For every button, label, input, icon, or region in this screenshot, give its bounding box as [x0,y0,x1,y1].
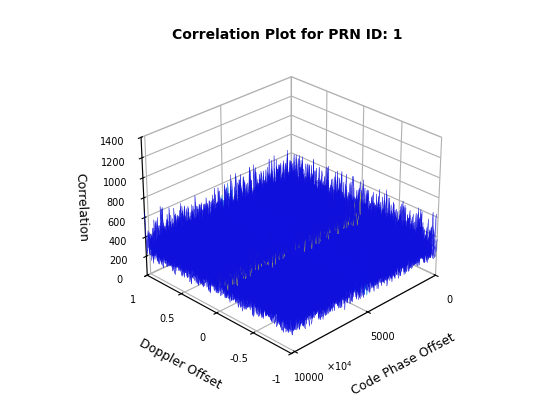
X-axis label: Code Phase Offset: Code Phase Offset [349,331,456,398]
Y-axis label: Doppler Offset: Doppler Offset [137,337,223,392]
Title: Correlation Plot for PRN ID: 1: Correlation Plot for PRN ID: 1 [172,28,402,42]
Text: $\times10^4$: $\times10^4$ [326,359,352,373]
